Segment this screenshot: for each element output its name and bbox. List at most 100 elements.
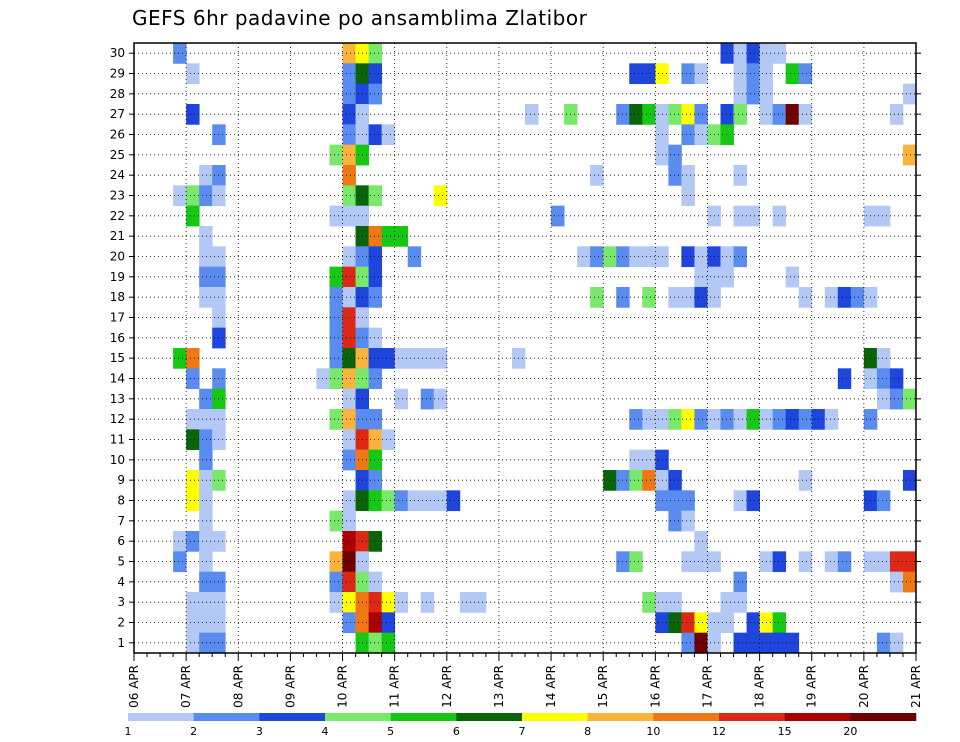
heatmap-cell [368, 612, 383, 634]
heatmap-cell [733, 632, 747, 654]
heatmap-cell [798, 409, 813, 430]
legend-level-label: 8 [584, 725, 591, 738]
heatmap-cell [824, 551, 839, 573]
heatmap-cell [329, 592, 343, 613]
heatmap-cell [668, 510, 682, 532]
heatmap-cell [433, 388, 448, 410]
legend-swatch [193, 713, 260, 721]
heatmap-cell [186, 348, 200, 369]
heatmap-cell [186, 632, 200, 654]
y-tick-label: 2 [117, 616, 125, 630]
heatmap-cell [199, 226, 213, 247]
heatmap-cell [199, 165, 213, 186]
heatmap-cell [772, 409, 787, 430]
heatmap-cell [694, 266, 708, 288]
heatmap-cell [186, 63, 200, 85]
y-tick-label: 6 [117, 534, 125, 548]
heatmap-cell [186, 592, 200, 613]
heatmap-cell [342, 43, 356, 64]
heatmap-cell [342, 490, 356, 512]
heatmap-cell [746, 612, 760, 634]
heatmap-cell [329, 266, 343, 288]
heatmap-cell [368, 470, 383, 491]
heatmap-cell [876, 490, 891, 512]
heatmap-cell [668, 592, 682, 613]
heatmap-cell [629, 63, 643, 85]
heatmap-cell [889, 388, 904, 410]
heatmap-cell [694, 632, 708, 654]
color-legend: 1 2 3 4 5 6 7 8 10 12 15 20 [125, 713, 917, 738]
heatmap-cell [420, 348, 435, 369]
heatmap-cell [876, 368, 891, 390]
heatmap-cell [394, 490, 409, 512]
heatmap-cell [394, 388, 409, 410]
heatmap-cell [368, 449, 383, 471]
heatmap-cell [902, 551, 917, 573]
heatmap-cell [772, 104, 787, 125]
heatmap-cell [733, 63, 747, 85]
heatmap-cell [368, 592, 383, 613]
heatmap-cell [381, 348, 396, 369]
heatmap-cell [329, 307, 343, 329]
x-tick-label: 12 APR [440, 665, 454, 708]
heatmap-cell [772, 551, 787, 573]
heatmap-cell [876, 205, 891, 227]
legend-level-label: 4 [322, 725, 329, 738]
heatmap-cell [446, 490, 461, 512]
heatmap-cell [772, 205, 787, 227]
y-tick-label: 16 [110, 331, 125, 345]
legend-swatch [719, 713, 785, 721]
legend-level-label: 15 [778, 725, 792, 738]
heatmap-cell [329, 368, 343, 390]
heatmap-cell [889, 368, 904, 390]
heatmap-cell [342, 531, 356, 552]
heatmap-cell [681, 185, 695, 207]
heatmap-cell [733, 571, 747, 593]
heatmap-cell [642, 449, 656, 471]
legend-swatch [850, 713, 917, 721]
heatmap-cell [368, 246, 383, 268]
heatmap-cell [733, 104, 747, 125]
heatmap-cell [199, 592, 213, 613]
heatmap-cell [668, 287, 682, 308]
heatmap-cell [342, 124, 356, 146]
heatmap-cell [342, 185, 356, 207]
heatmap-cell [368, 124, 383, 146]
heatmap-cell [329, 327, 343, 349]
heatmap-cell [186, 490, 200, 512]
heatmap-cell [368, 571, 383, 593]
heatmap-cell [746, 43, 760, 64]
heatmap-cell [342, 612, 356, 634]
x-tick-label: 14 APR [544, 665, 558, 708]
heatmap-cell [186, 612, 200, 634]
heatmap-cell [746, 632, 760, 654]
heatmap-cell [798, 287, 813, 308]
x-tick-label: 20 APR [857, 665, 871, 708]
heatmap-cell [668, 104, 682, 125]
heatmap-cell [629, 470, 643, 491]
heatmap-cell [889, 551, 904, 573]
y-tick-label: 13 [110, 392, 125, 406]
legend-swatch [390, 713, 457, 721]
heatmap-cell [199, 510, 213, 532]
legend-swatch [325, 713, 391, 721]
heatmap-cell [798, 104, 813, 125]
heatmap-cell [694, 612, 708, 634]
x-axis: 06 APR 07 APR 08 APR 09 APR 10 APR 11 APR 12 A… [127, 653, 923, 708]
heatmap-cell [629, 246, 643, 268]
heatmap-cell [433, 185, 448, 207]
heatmap-cell [368, 43, 383, 64]
heatmap-cell [694, 531, 708, 552]
heatmap-cell [772, 43, 787, 64]
y-tick-label: 30 [110, 46, 125, 60]
heatmap-cell [785, 63, 800, 85]
heatmap-cell [837, 551, 852, 573]
heatmap-cell [629, 449, 643, 471]
heatmap-cell [525, 104, 539, 125]
y-tick-label: 19 [110, 270, 125, 284]
heatmap-cell [876, 632, 891, 654]
x-tick-label: 18 APR [753, 665, 767, 708]
heatmap-cell [342, 205, 356, 227]
heatmap-cell [733, 83, 747, 105]
legend-swatch [653, 713, 720, 721]
